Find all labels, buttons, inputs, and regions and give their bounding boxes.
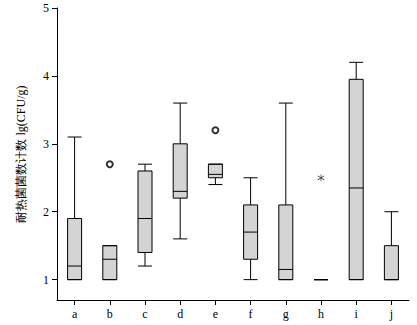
svg-text:耐热菌菌数计数 lg(CFU/g): 耐热菌菌数计数 lg(CFU/g): [14, 85, 28, 222]
svg-text:4: 4: [43, 69, 49, 83]
svg-text:f: f: [249, 307, 253, 321]
svg-text:e: e: [213, 307, 218, 321]
svg-text:i: i: [355, 307, 359, 321]
svg-text:c: c: [142, 307, 147, 321]
svg-text:j: j: [389, 307, 393, 321]
svg-text:h: h: [318, 307, 324, 321]
svg-text:3: 3: [43, 137, 49, 151]
svg-text:5: 5: [43, 1, 49, 15]
svg-text:g: g: [283, 307, 289, 321]
svg-text:a: a: [72, 307, 78, 321]
svg-text:b: b: [107, 307, 113, 321]
svg-text:2: 2: [43, 205, 49, 219]
svg-text:d: d: [177, 307, 183, 321]
svg-text:1: 1: [43, 273, 49, 287]
